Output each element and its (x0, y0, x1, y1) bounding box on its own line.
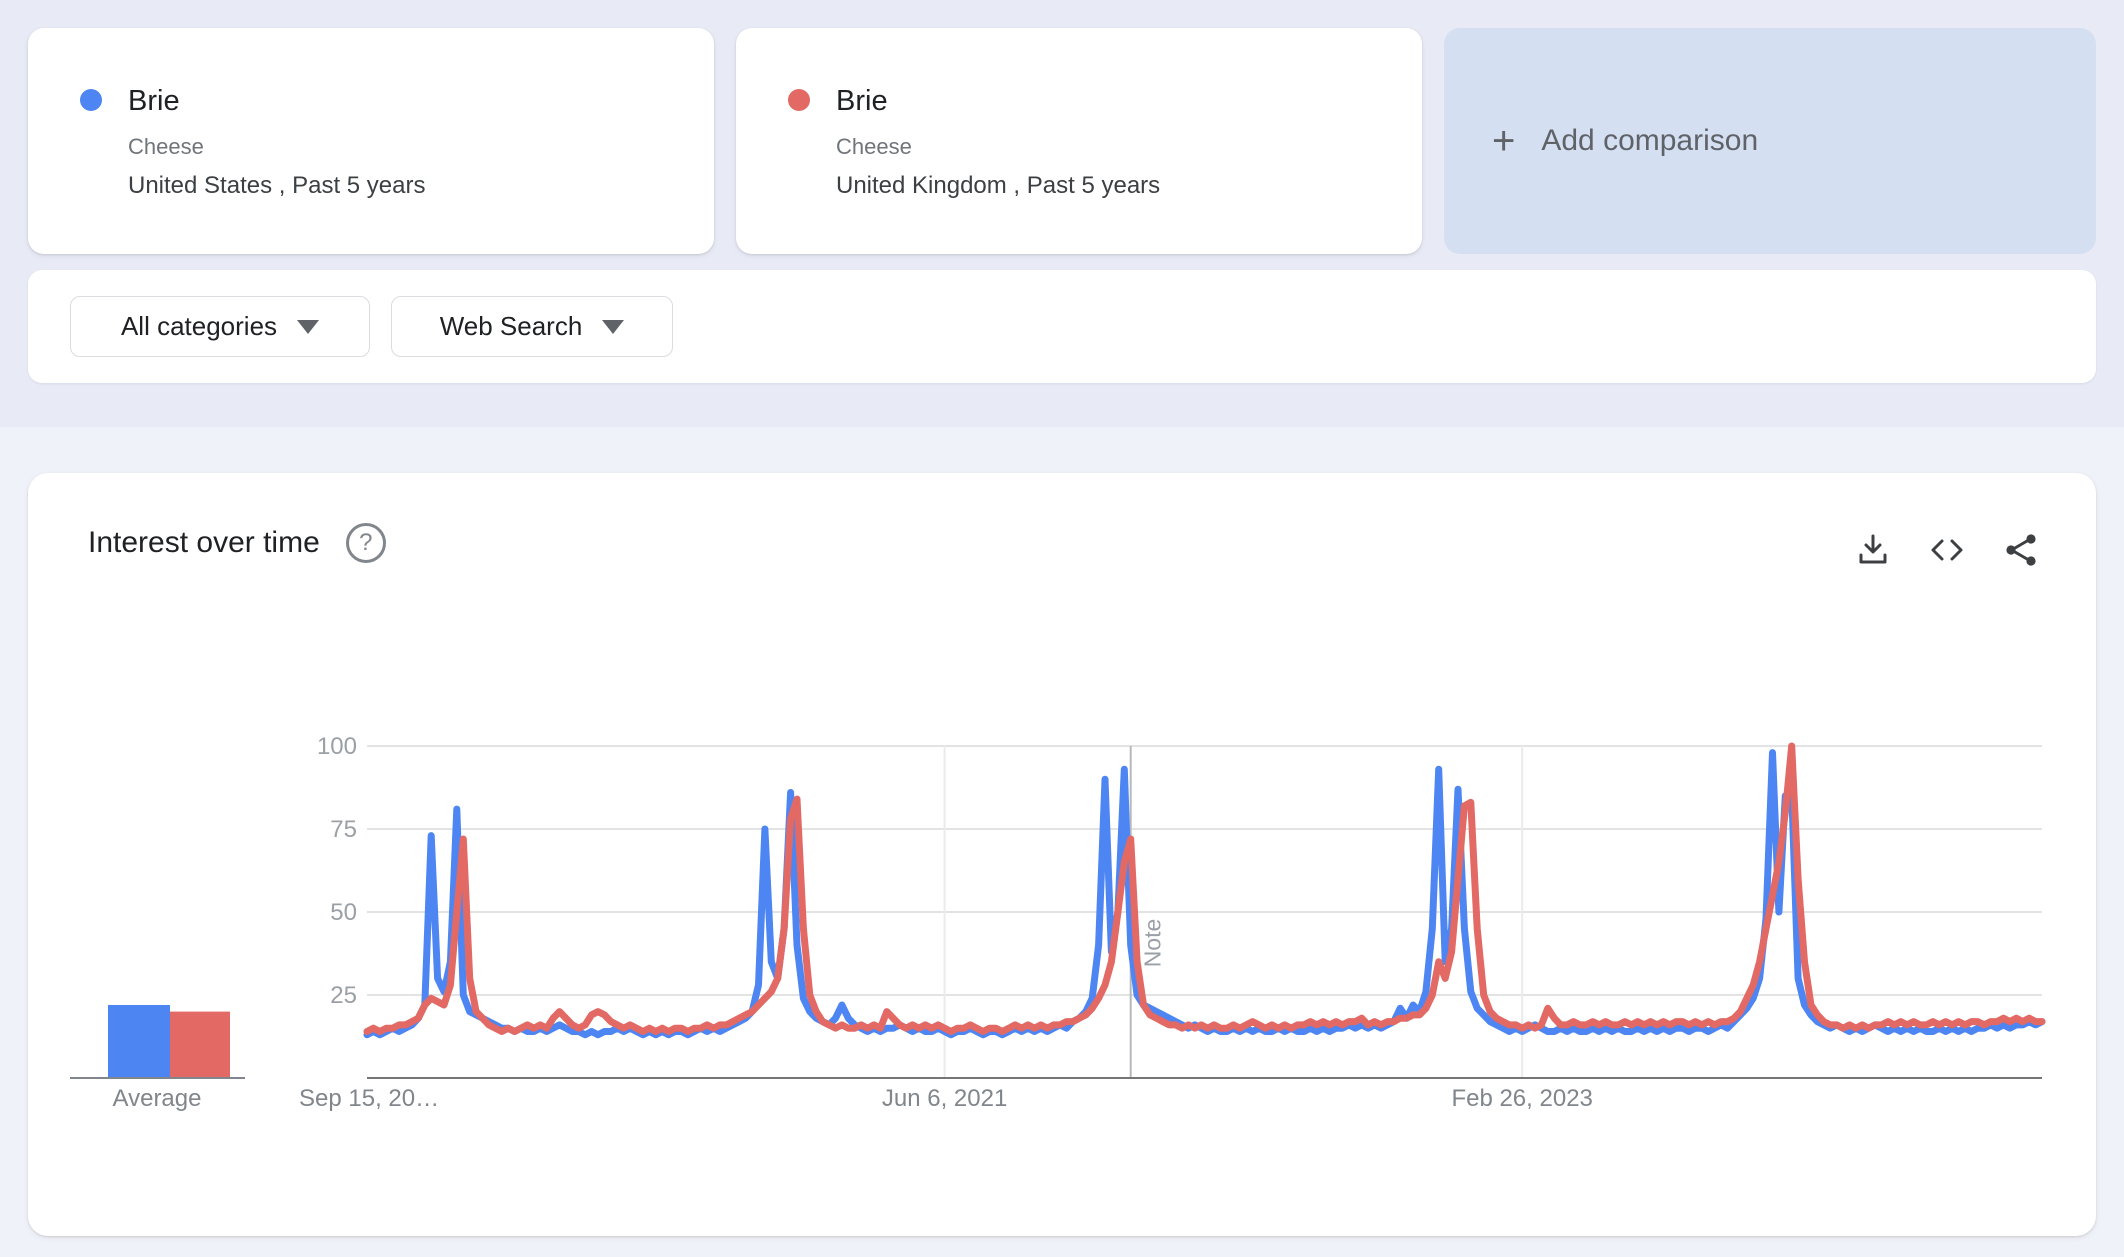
category-dropdown[interactable]: All categories (70, 296, 370, 357)
average-bar-us (108, 1004, 170, 1078)
embed-icon[interactable] (1928, 531, 1966, 569)
search-terms-row: Brie Cheese United States , Past 5 years… (28, 28, 2096, 254)
note-annotation-label[interactable]: Note (1140, 919, 1166, 968)
filter-bar: All categories Web Search (28, 270, 2096, 383)
share-icon[interactable] (2002, 531, 2040, 569)
chart-title: Interest over time (88, 526, 320, 559)
y-tick-label: 50 (330, 899, 357, 926)
average-bar-uk (170, 1011, 230, 1078)
x-tick-label: Jun 6, 2021 (882, 1085, 1007, 1112)
top-section: Brie Cheese United States , Past 5 years… (0, 0, 2124, 427)
chevron-down-icon (297, 319, 320, 334)
series-color-dot-uk (788, 89, 810, 111)
term-keyword: Brie (836, 85, 888, 117)
category-dropdown-value: All categories (120, 311, 278, 341)
term-card-us[interactable]: Brie Cheese United States , Past 5 years (28, 28, 714, 254)
average-label: Average (113, 1085, 202, 1112)
chart-plot-area[interactable] (367, 746, 2042, 1078)
term-keyword: Brie (128, 85, 180, 117)
chart-toolbar (1854, 531, 2040, 569)
term-topic-type: Cheese (128, 134, 204, 159)
plus-icon: + (1492, 119, 1516, 163)
interest-over-time-card: Interest over time ? 25 50 75 100 Sep 15, 20… (28, 473, 2096, 1236)
x-tick-label: Feb 26, 2023 (1451, 1085, 1592, 1112)
add-comparison-label: Add comparison (1541, 124, 1759, 157)
term-card-uk[interactable]: Brie Cheese United Kingdom , Past 5 year… (736, 28, 1422, 254)
chevron-down-icon (602, 319, 625, 334)
series-color-dot-us (80, 89, 102, 111)
term-topic-type: Cheese (836, 134, 912, 159)
download-icon[interactable] (1854, 531, 1892, 569)
search-type-dropdown[interactable]: Web Search (391, 296, 673, 357)
series-line-uk (363, 742, 2046, 1035)
x-tick-label: Sep 15, 20… (299, 1085, 439, 1112)
add-comparison-button[interactable]: + Add comparison (1444, 28, 2096, 254)
y-tick-label: 100 (317, 733, 357, 760)
help-icon[interactable]: ? (345, 523, 386, 563)
search-type-dropdown-value: Web Search (439, 311, 583, 341)
term-scope: United States , Past 5 years (128, 172, 426, 199)
interest-over-time-chart: 25 50 75 100 Sep 15, 20… Jun 6, 2021 Feb 26, 2… (70, 733, 2046, 1112)
term-scope: United Kingdom , Past 5 years (836, 172, 1161, 199)
y-tick-label: 25 (330, 982, 357, 1009)
y-tick-label: 75 (330, 816, 357, 843)
